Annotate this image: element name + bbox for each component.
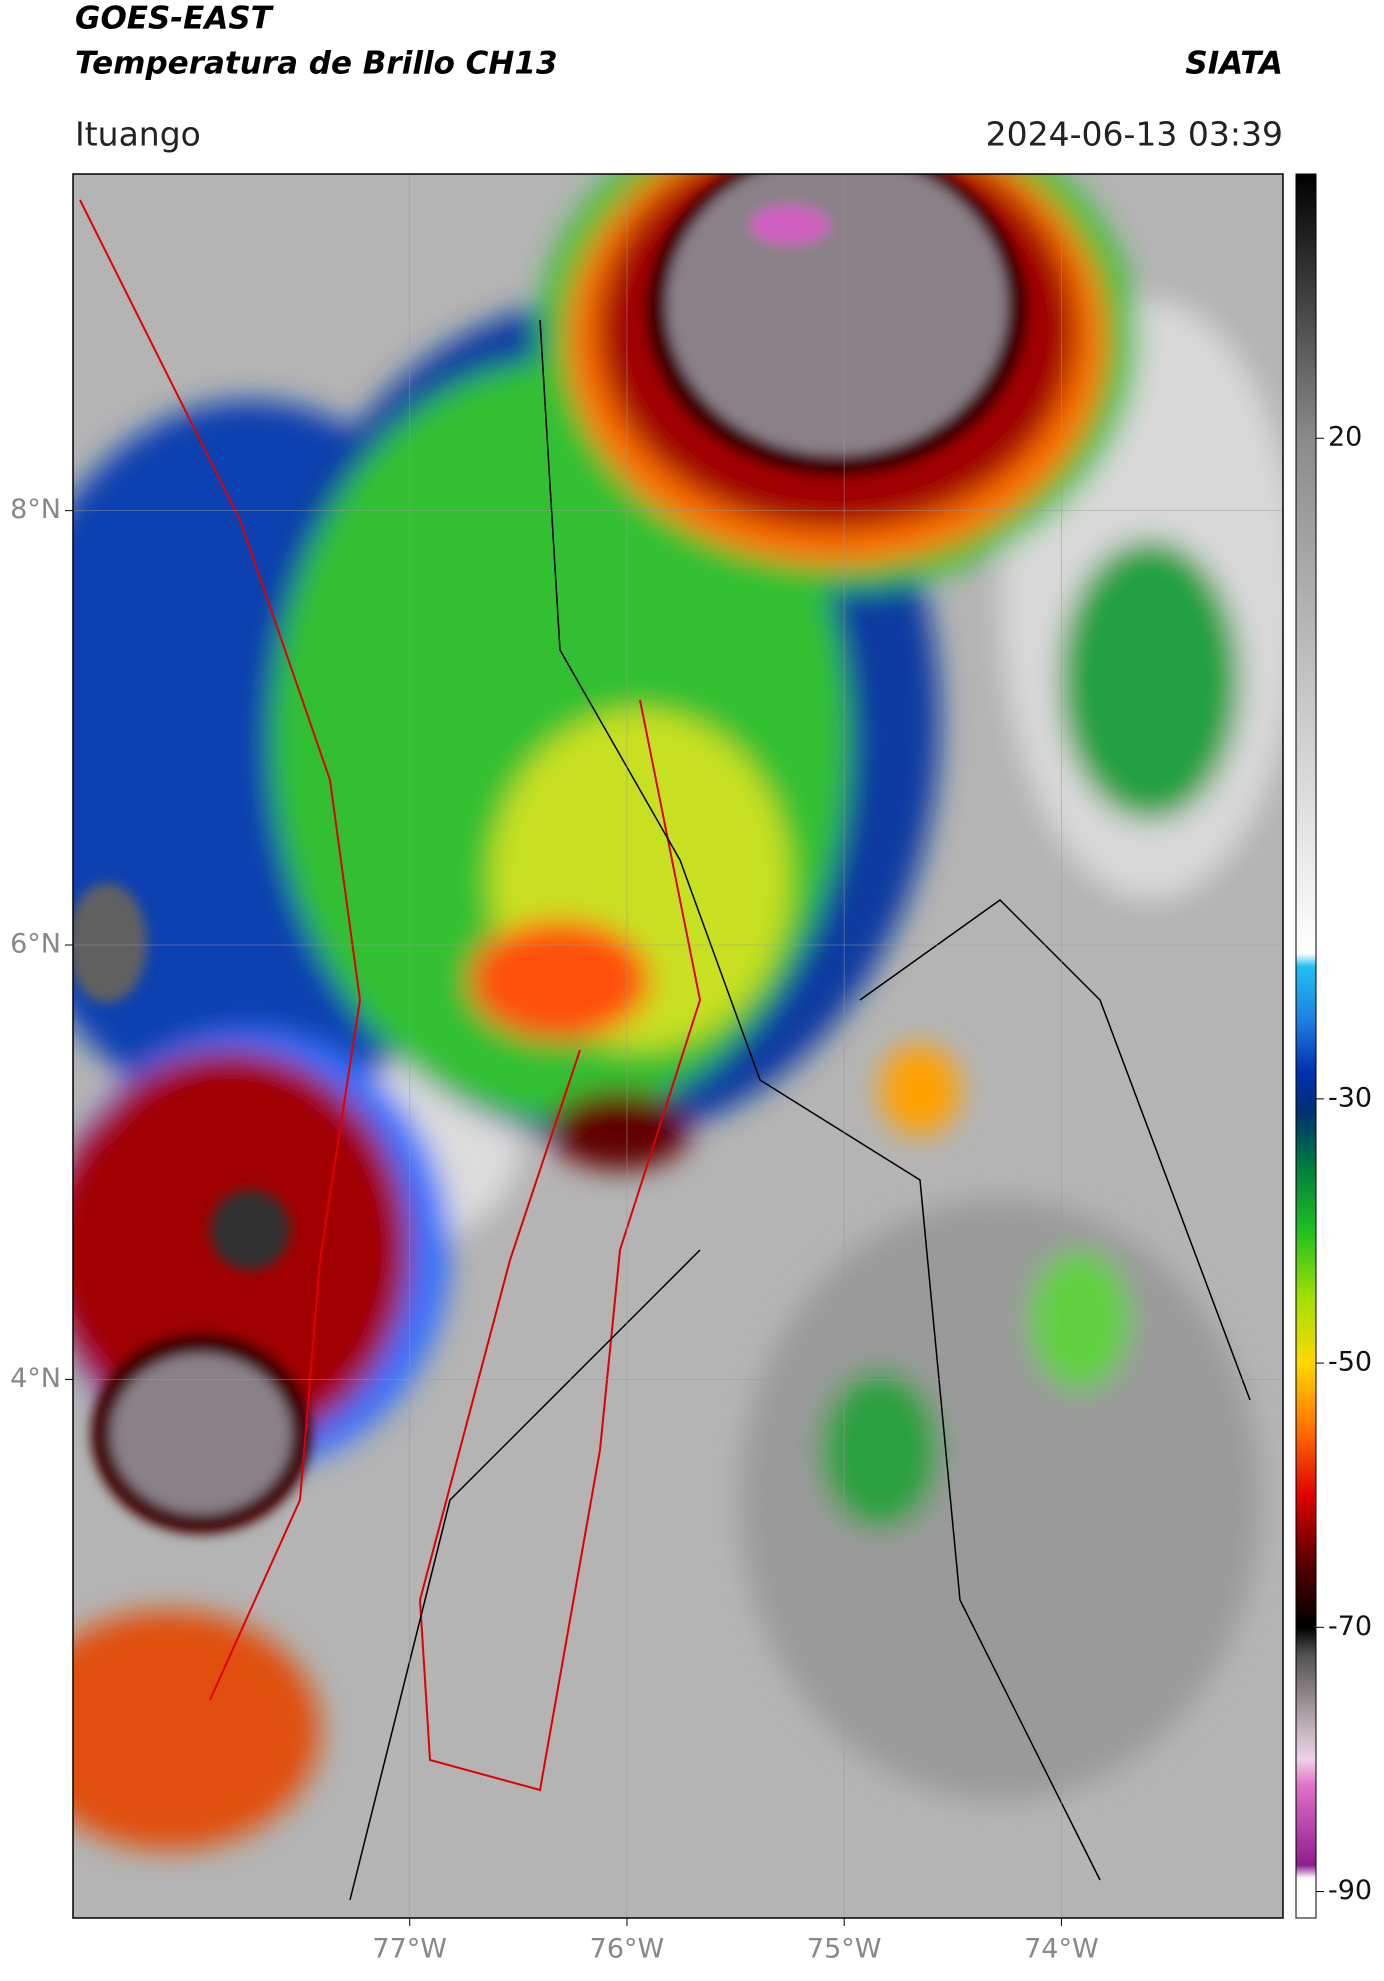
brand: SIATA xyxy=(1185,46,1283,82)
lat-tick-label: 4°N xyxy=(10,1363,61,1394)
colorbar-tick-label: -50 xyxy=(1328,1347,1372,1378)
subtitle: Temperatura de Brillo CH13 xyxy=(75,46,558,82)
lon-tick-label: 77°W xyxy=(372,1934,447,1965)
datetime: 2024-06-13 03:39 xyxy=(986,115,1283,154)
title: GOES-EAST xyxy=(75,1,275,37)
colorbar-tick-label: -90 xyxy=(1328,1875,1372,1906)
lon-tick-label: 76°W xyxy=(590,1934,665,1965)
colorbar xyxy=(1295,173,1317,1919)
colorbar-tick-label: -70 xyxy=(1328,1611,1372,1642)
lat-tick-label: 6°N xyxy=(10,929,61,960)
colorbar-tick-label: -30 xyxy=(1328,1082,1372,1113)
satellite-image xyxy=(73,174,1283,1918)
lat-tick-label: 8°N xyxy=(10,494,61,525)
colorbar-tick-label: 20 xyxy=(1328,422,1362,453)
location: Ituango xyxy=(75,115,201,154)
lon-tick-label: 75°W xyxy=(807,1934,882,1965)
lon-tick-label: 74°W xyxy=(1024,1934,1099,1965)
map-frame xyxy=(72,173,1284,1919)
